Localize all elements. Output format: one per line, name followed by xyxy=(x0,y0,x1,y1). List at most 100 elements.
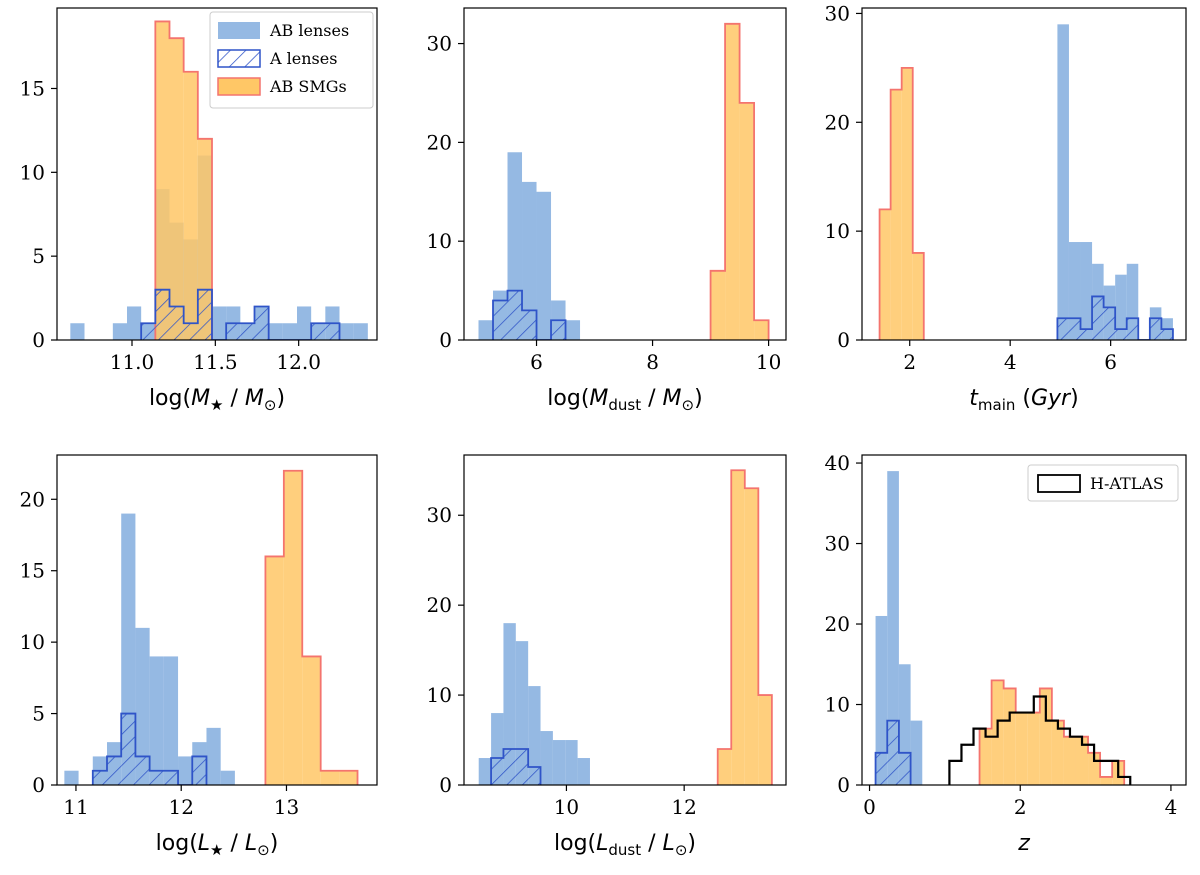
y-tick-label: 40 xyxy=(825,451,850,475)
ab-lenses-bar xyxy=(206,727,221,785)
y-tick-label: 30 xyxy=(825,1,850,25)
legend-swatch-hatlas xyxy=(1037,474,1081,493)
panel-mdust: 6 8 10 0 10 20 30 log(Mdust / M⊙) xyxy=(427,7,787,414)
a-lenses-bar xyxy=(226,323,241,340)
y-tick-label: 0 xyxy=(32,773,45,797)
ab-smgs-bar xyxy=(1039,688,1052,785)
x-tick-label: 13 xyxy=(274,795,299,819)
ab-lenses-bar xyxy=(1057,24,1069,340)
ab-lenses-bar xyxy=(297,306,312,340)
ab-smgs-outline xyxy=(878,66,925,340)
y-tick-label: 30 xyxy=(825,532,850,556)
legend-label-hatlas: H-ATLAS xyxy=(1090,474,1164,493)
a-lenses-bar xyxy=(1057,318,1069,340)
a-lenses-bar xyxy=(507,290,523,340)
ab-smgs-bar xyxy=(1027,712,1040,785)
legend-swatch-ab-smgs xyxy=(217,77,261,96)
axes-frame xyxy=(861,7,1187,341)
legend-swatch-ab-lenses xyxy=(218,22,260,39)
plot-area xyxy=(64,469,359,785)
a-lenses-bar xyxy=(528,767,541,785)
y-tick-label: 0 xyxy=(32,328,45,352)
ab-lenses-bar xyxy=(536,191,552,340)
x-tick-label: 10 xyxy=(554,795,579,819)
ab-smgs-bar xyxy=(1051,720,1064,785)
y-tick-label: 5 xyxy=(32,244,45,268)
ab-smgs-bar xyxy=(890,89,902,340)
axes-frame xyxy=(463,7,787,341)
ab-smgs-bar xyxy=(901,67,913,340)
x-axis-label: log(Mdust / M⊙) xyxy=(547,386,702,414)
x-tick-label: 6 xyxy=(1104,350,1117,374)
ab-smgs-bar xyxy=(758,695,772,785)
ab-lenses-bar xyxy=(910,720,923,785)
x-tick-label: 11 xyxy=(63,795,88,819)
x-axis-label: log(Ldust / L⊙) xyxy=(554,831,696,859)
ab-lenses-bar xyxy=(522,181,537,340)
a-lenses-bar xyxy=(898,752,911,785)
a-lenses-bar xyxy=(1149,318,1162,340)
plot-area xyxy=(70,20,368,340)
a-lenses-bar xyxy=(240,323,255,340)
ab-smgs-bar xyxy=(1100,776,1113,785)
ab-lenses-bar xyxy=(898,664,911,785)
y-tick-label: 10 xyxy=(427,229,452,253)
ab-lenses-bar xyxy=(1080,242,1093,340)
a-lenses-bar xyxy=(493,300,508,340)
a-lenses-bar xyxy=(155,289,170,340)
a-lenses-bar xyxy=(197,289,212,340)
a-lenses-bar xyxy=(551,320,566,340)
x-tick-label: 8 xyxy=(646,350,659,374)
ab-lenses-bar xyxy=(70,323,85,340)
ab-lenses-bar xyxy=(220,770,235,785)
y-tick-label: 30 xyxy=(427,503,452,527)
ab-smgs-bar xyxy=(912,252,924,340)
y-tick-label: 10 xyxy=(825,693,850,717)
plot-area xyxy=(878,24,1174,340)
y-tick-label: 10 xyxy=(825,219,850,243)
ab-lenses-bar xyxy=(268,323,283,340)
ab-smgs-bar xyxy=(710,270,726,340)
ab-lenses-bar xyxy=(565,740,578,785)
a-lenses-bar xyxy=(163,770,179,785)
x-tick-label: 12 xyxy=(671,795,696,819)
a-lenses-outline xyxy=(91,712,208,785)
y-tick-label: 0 xyxy=(439,773,452,797)
ab-smgs-bar xyxy=(1015,712,1028,785)
x-tick-label: 11.5 xyxy=(193,350,238,374)
y-tick-label: 30 xyxy=(427,32,452,56)
ab-lenses-bar xyxy=(149,656,164,785)
ab-lenses-bar xyxy=(503,623,516,785)
panel-lstar: 11 12 13 0 5 10 15 20 log(L★ / L⊙) xyxy=(20,454,378,859)
ab-smgs-bar xyxy=(979,728,992,785)
ab-smgs-bar xyxy=(717,749,732,785)
a-lenses-bar xyxy=(1103,307,1116,340)
panel-tmain: 2 4 6 0 10 20 30 tmain (Gyr) xyxy=(825,1,1187,414)
ab-smgs-bar xyxy=(725,23,740,340)
ab-lenses-bar xyxy=(565,320,581,340)
x-tick-label: 2 xyxy=(1014,795,1027,819)
a-lenses-outline xyxy=(140,288,341,340)
a-lenses-bar xyxy=(121,713,136,785)
a-lenses-bar xyxy=(503,749,516,785)
legend-swatch-a-lenses xyxy=(217,49,261,68)
ab-smgs-bar xyxy=(1003,688,1016,785)
ab-smgs-bar xyxy=(302,656,321,785)
a-lenses-bar xyxy=(141,323,156,340)
ab-smgs-bar xyxy=(155,21,170,340)
ab-smgs-outline xyxy=(716,469,773,785)
ab-lenses-bar xyxy=(127,306,142,340)
ab-lenses-bar xyxy=(577,758,590,785)
y-tick-label: 20 xyxy=(20,487,45,511)
ab-lenses-bar xyxy=(212,306,227,340)
a-lenses-bar xyxy=(183,323,198,340)
a-lenses-outline xyxy=(490,748,542,785)
a-lenses-outline xyxy=(1056,295,1174,340)
a-lenses-bar xyxy=(107,756,122,785)
x-axis-label: tmain (Gyr) xyxy=(969,386,1078,414)
axes-frame xyxy=(463,454,787,786)
a-lenses-bar xyxy=(149,770,164,785)
ab-smgs-bar xyxy=(283,470,303,785)
ab-lenses-bar xyxy=(552,740,566,785)
